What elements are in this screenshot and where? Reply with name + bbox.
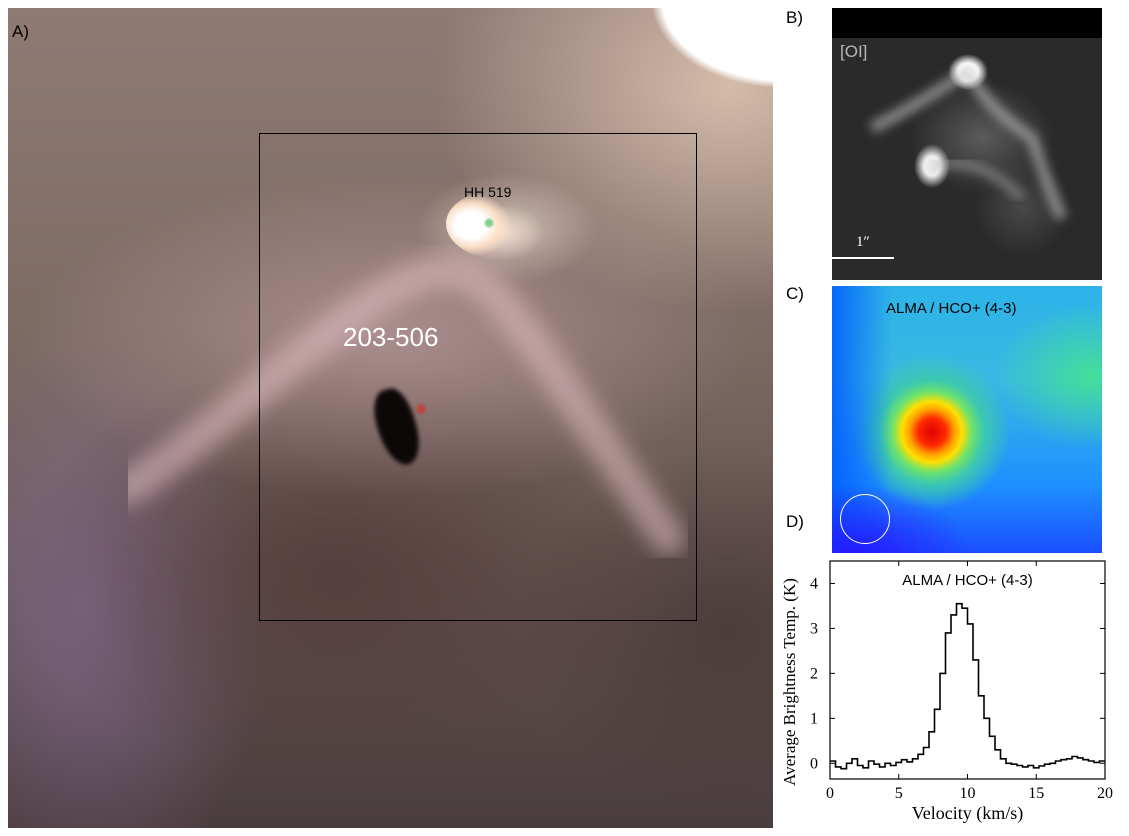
x-tick-label: 5 [895,785,903,802]
panel-c-alma-map: ALMA / HCO+ (4-3) [832,286,1102,553]
x-tick-label: 20 [1097,785,1113,802]
beam-ellipse [840,494,890,544]
x-tick-label: 0 [826,785,834,802]
bright-jet-source [446,190,556,260]
bow-shock-ridge [128,254,685,555]
scale-bar [832,257,894,259]
x-tick-label: 15 [1028,785,1044,802]
panel-b-image: [OI] 1″ [832,8,1102,280]
y-tick-label: 1 [810,710,818,727]
y-tick-label: 3 [810,620,818,637]
oi-filament [869,63,1068,221]
panel-b-top-bar [832,8,1102,38]
x-axis-label: Velocity (km/s) [912,803,1023,824]
spectrum-chart: 0 5 10 15 20 0 1 2 3 4 ALMA / HCO+ (4-3) Velocity (… [780,560,1113,824]
panel-b-label: B) [786,8,803,27]
scale-bar-label: 1″ [856,234,870,250]
alma-map-title: ALMA / HCO+ (4-3) [886,300,1017,317]
panel-a-image: HH 519 203-506 [8,8,773,828]
oi-filter-label: [OI] [840,42,868,61]
series-line [830,602,1105,770]
image-background-corner [553,8,773,148]
plot-frame [829,560,1106,780]
panel-a-label: A) [12,22,29,41]
hh-519-label: HH 519 [464,184,512,200]
y-tick-label: 2 [810,665,818,682]
zoom-region-box [259,133,697,621]
red-knot [416,404,426,414]
y-axis-label: Average Brightness Temp. (K) [780,578,799,786]
object-id-label: 203-506 [343,322,439,352]
panel-c-label: C) [786,284,804,303]
panel-d-label: D) [786,512,804,531]
green-knot [484,218,494,228]
y-tick-label: 0 [810,755,818,772]
y-tick-label: 4 [810,575,818,592]
chart-title: ALMA / HCO+ (4-3) [902,572,1032,589]
x-tick-label: 10 [960,785,976,802]
